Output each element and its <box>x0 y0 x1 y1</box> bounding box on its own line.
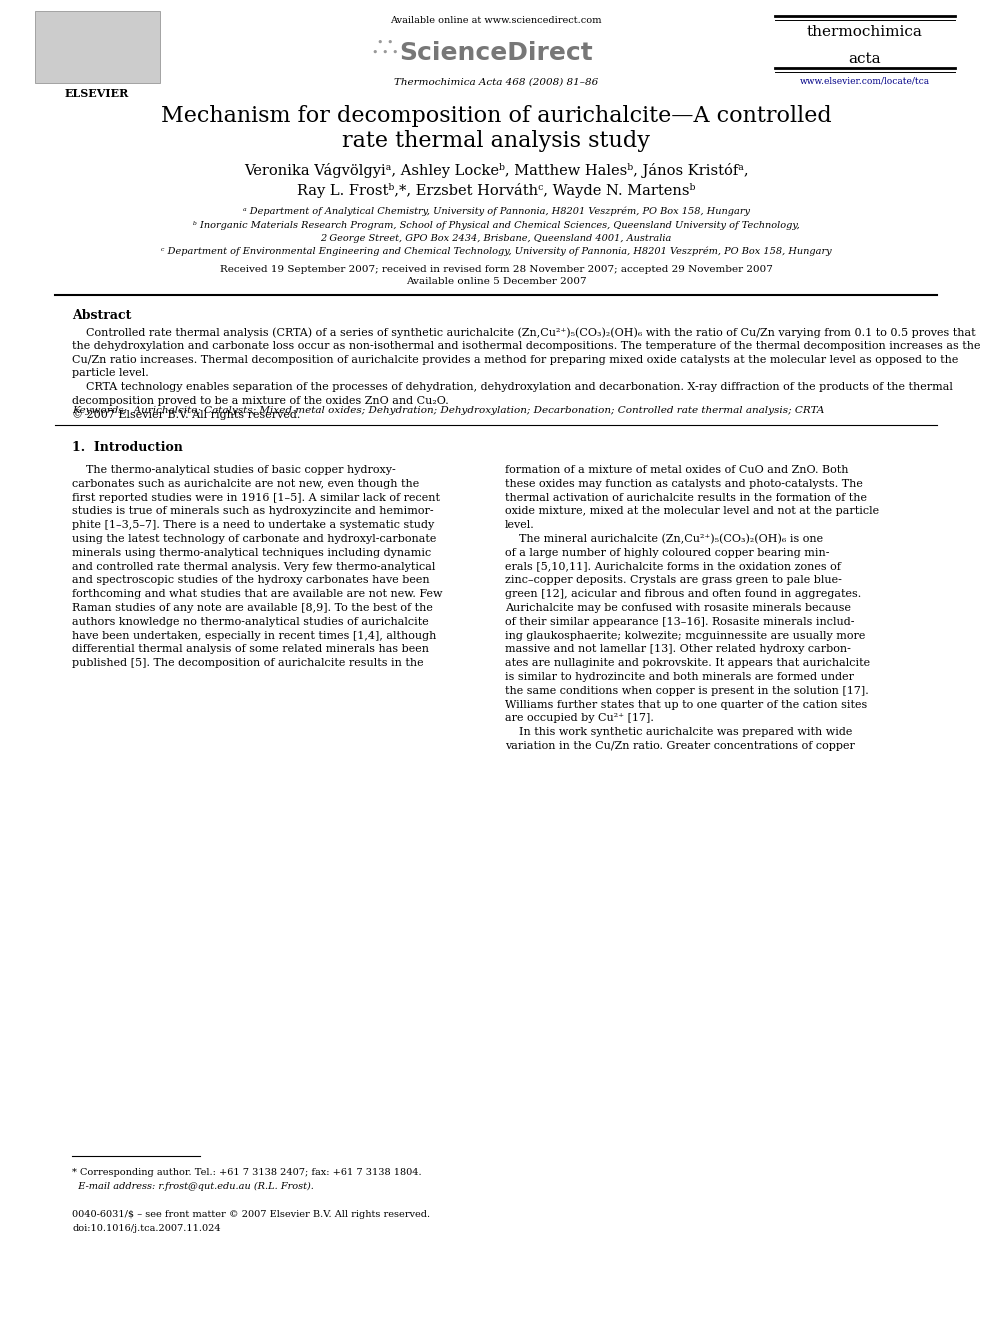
Text: • •
• • •: • • • • • <box>372 38 398 58</box>
Text: erals [5,10,11]. Aurichalcite forms in the oxidation zones of: erals [5,10,11]. Aurichalcite forms in t… <box>505 561 841 572</box>
Text: using the latest technology of carbonate and hydroxyl-carbonate: using the latest technology of carbonate… <box>72 534 436 544</box>
Text: www.elsevier.com/locate/tca: www.elsevier.com/locate/tca <box>800 77 930 86</box>
Text: Keywords:  Aurichalcite; Catalysts; Mixed metal oxides; Dehydration; Dehydroxyla: Keywords: Aurichalcite; Catalysts; Mixed… <box>72 406 824 415</box>
Text: green [12], acicular and fibrous and often found in aggregates.: green [12], acicular and fibrous and oft… <box>505 589 861 599</box>
Text: Thermochimica Acta 468 (2008) 81–86: Thermochimica Acta 468 (2008) 81–86 <box>394 78 598 87</box>
Text: have been undertaken, especially in recent times [1,4], although: have been undertaken, especially in rece… <box>72 631 436 640</box>
Text: of a large number of highly coloured copper bearing min-: of a large number of highly coloured cop… <box>505 548 829 558</box>
Text: and spectroscopic studies of the hydroxy carbonates have been: and spectroscopic studies of the hydroxy… <box>72 576 430 585</box>
Text: Available online 5 December 2007: Available online 5 December 2007 <box>406 277 586 286</box>
Text: minerals using thermo-analytical techniques including dynamic: minerals using thermo-analytical techniq… <box>72 548 432 558</box>
Text: Controlled rate thermal analysis (CRTA) of a series of synthetic aurichalcite (Z: Controlled rate thermal analysis (CRTA) … <box>72 327 980 421</box>
Text: 2 George Street, GPO Box 2434, Brisbane, Queensland 4001, Australia: 2 George Street, GPO Box 2434, Brisbane,… <box>320 234 672 243</box>
Text: Received 19 September 2007; received in revised form 28 November 2007; accepted : Received 19 September 2007; received in … <box>219 265 773 274</box>
Text: are occupied by Cu²⁺ [17].: are occupied by Cu²⁺ [17]. <box>505 713 654 724</box>
Text: Williams further states that up to one quarter of the cation sites: Williams further states that up to one q… <box>505 700 867 709</box>
Text: 1.  Introduction: 1. Introduction <box>72 441 183 454</box>
Text: ates are nullaginite and pokrovskite. It appears that aurichalcite: ates are nullaginite and pokrovskite. It… <box>505 659 870 668</box>
Bar <box>35 11 160 83</box>
Text: first reported studies were in 1916 [1–5]. A similar lack of recent: first reported studies were in 1916 [1–5… <box>72 492 440 503</box>
Text: Mechanism for decomposition of aurichalcite—A controlled: Mechanism for decomposition of aurichalc… <box>161 105 831 127</box>
Text: Raman studies of any note are available [8,9]. To the best of the: Raman studies of any note are available … <box>72 603 433 613</box>
Text: is similar to hydrozincite and both minerals are formed under: is similar to hydrozincite and both mine… <box>505 672 854 681</box>
Text: carbonates such as aurichalcite are not new, even though the: carbonates such as aurichalcite are not … <box>72 479 420 488</box>
Text: Aurichalcite may be confused with rosasite minerals because: Aurichalcite may be confused with rosasi… <box>505 603 851 613</box>
Text: * Corresponding author. Tel.: +61 7 3138 2407; fax: +61 7 3138 1804.: * Corresponding author. Tel.: +61 7 3138… <box>72 1168 422 1177</box>
Text: ing glaukosphaerite; kolwezite; mcguinnessite are usually more: ing glaukosphaerite; kolwezite; mcguinne… <box>505 631 865 640</box>
Text: massive and not lamellar [13]. Other related hydroxy carbon-: massive and not lamellar [13]. Other rel… <box>505 644 851 655</box>
Text: differential thermal analysis of some related minerals has been: differential thermal analysis of some re… <box>72 644 429 655</box>
Text: of their similar appearance [13–16]. Rosasite minerals includ-: of their similar appearance [13–16]. Ros… <box>505 617 854 627</box>
Text: authors knowledge no thermo-analytical studies of aurichalcite: authors knowledge no thermo-analytical s… <box>72 617 429 627</box>
Text: Veronika Vágvölgyiᵃ, Ashley Lockeᵇ, Matthew Halesᵇ, János Kristófᵃ,: Veronika Vágvölgyiᵃ, Ashley Lockeᵇ, Matt… <box>244 163 748 179</box>
Text: ᵇ Inorganic Materials Research Program, School of Physical and Chemical Sciences: ᵇ Inorganic Materials Research Program, … <box>192 221 800 230</box>
Text: level.: level. <box>505 520 535 531</box>
Text: variation in the Cu/Zn ratio. Greater concentrations of copper: variation in the Cu/Zn ratio. Greater co… <box>505 741 855 751</box>
Text: doi:10.1016/j.tca.2007.11.024: doi:10.1016/j.tca.2007.11.024 <box>72 1224 220 1233</box>
Text: thermochimica: thermochimica <box>807 25 923 38</box>
Text: and controlled rate thermal analysis. Very few thermo-analytical: and controlled rate thermal analysis. Ve… <box>72 561 435 572</box>
Text: phite [1–3,5–7]. There is a need to undertake a systematic study: phite [1–3,5–7]. There is a need to unde… <box>72 520 434 531</box>
Text: oxide mixture, mixed at the molecular level and not at the particle: oxide mixture, mixed at the molecular le… <box>505 507 879 516</box>
Text: ᶜ Department of Environmental Engineering and Chemical Technology, University of: ᶜ Department of Environmental Engineerin… <box>161 247 831 257</box>
Text: forthcoming and what studies that are available are not new. Few: forthcoming and what studies that are av… <box>72 589 442 599</box>
Text: the same conditions when copper is present in the solution [17].: the same conditions when copper is prese… <box>505 685 869 696</box>
Text: E-mail address: r.frost@qut.edu.au (R.L. Frost).: E-mail address: r.frost@qut.edu.au (R.L.… <box>72 1181 313 1191</box>
Text: Abstract: Abstract <box>72 310 131 321</box>
Text: Available online at www.sciencedirect.com: Available online at www.sciencedirect.co… <box>390 16 602 25</box>
Text: formation of a mixture of metal oxides of CuO and ZnO. Both: formation of a mixture of metal oxides o… <box>505 464 848 475</box>
Text: these oxides may function as catalysts and photo-catalysts. The: these oxides may function as catalysts a… <box>505 479 863 488</box>
Text: thermal activation of aurichalcite results in the formation of the: thermal activation of aurichalcite resul… <box>505 492 867 503</box>
Text: Ray L. Frostᵇ,*, Erzsbet Horváthᶜ, Wayde N. Martensᵇ: Ray L. Frostᵇ,*, Erzsbet Horváthᶜ, Wayde… <box>297 183 695 198</box>
Text: studies is true of minerals such as hydroxyzincite and hemimor-: studies is true of minerals such as hydr… <box>72 507 434 516</box>
Text: In this work synthetic aurichalcite was prepared with wide: In this work synthetic aurichalcite was … <box>505 728 852 737</box>
Text: acta: acta <box>849 52 881 66</box>
Text: ScienceDirect: ScienceDirect <box>399 41 593 65</box>
Text: ᵃ Department of Analytical Chemistry, University of Pannonia, H8201 Veszprém, PO: ᵃ Department of Analytical Chemistry, Un… <box>242 206 750 217</box>
Text: The mineral aurichalcite (Zn,Cu²⁺)₅(CO₃)₂(OH)₆ is one: The mineral aurichalcite (Zn,Cu²⁺)₅(CO₃)… <box>505 534 823 544</box>
Text: published [5]. The decomposition of aurichalcite results in the: published [5]. The decomposition of auri… <box>72 659 424 668</box>
Text: 0040-6031/$ – see front matter © 2007 Elsevier B.V. All rights reserved.: 0040-6031/$ – see front matter © 2007 El… <box>72 1211 431 1218</box>
Text: The thermo-analytical studies of basic copper hydroxy-: The thermo-analytical studies of basic c… <box>72 464 396 475</box>
Text: rate thermal analysis study: rate thermal analysis study <box>342 130 650 152</box>
Text: ELSEVIER: ELSEVIER <box>64 89 129 99</box>
Text: zinc–copper deposits. Crystals are grass green to pale blue-: zinc–copper deposits. Crystals are grass… <box>505 576 842 585</box>
